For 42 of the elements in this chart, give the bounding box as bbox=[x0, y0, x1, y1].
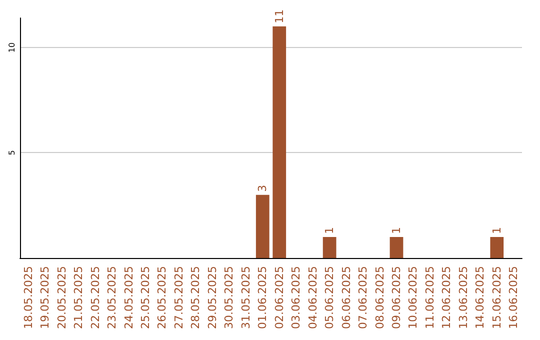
data-label: 1 bbox=[490, 226, 504, 234]
x-tick-label: 19.05.2025 bbox=[38, 266, 52, 330]
x-tick-label: 08.06.2025 bbox=[373, 266, 386, 330]
x-tick-label: 03.06.2025 bbox=[290, 266, 303, 330]
bar bbox=[490, 236, 504, 258]
x-tick-label: 31.05.2025 bbox=[239, 266, 252, 330]
x-tick-label: 04.06.2025 bbox=[306, 266, 320, 330]
x-tick-label: 23.05.2025 bbox=[106, 266, 119, 330]
x-tick-label: 27.05.2025 bbox=[172, 266, 186, 330]
x-tick-label: 07.06.2025 bbox=[356, 266, 370, 330]
x-tick-label: 22.05.2025 bbox=[88, 266, 102, 330]
x-tick-label: 15.06.2025 bbox=[490, 266, 504, 330]
x-tick-label: 25.05.2025 bbox=[139, 266, 152, 330]
x-tick-label: 11.06.2025 bbox=[423, 266, 436, 330]
bar bbox=[256, 194, 270, 258]
x-tick-label: 06.06.2025 bbox=[340, 266, 353, 330]
x-tick-label: 24.05.2025 bbox=[122, 266, 136, 330]
x-tick-label: 01.06.2025 bbox=[256, 266, 270, 330]
data-label: 11 bbox=[272, 9, 286, 24]
bar bbox=[322, 236, 336, 258]
x-tick-label: 10.06.2025 bbox=[406, 266, 420, 330]
x-tick-label: 26.05.2025 bbox=[156, 266, 169, 330]
x-tick-label: 14.06.2025 bbox=[474, 266, 487, 330]
x-tick-label: 12.06.2025 bbox=[440, 266, 454, 330]
y-tick-label: 5 bbox=[8, 150, 16, 156]
data-label: 1 bbox=[323, 226, 336, 234]
bar bbox=[272, 26, 286, 258]
x-tick-label: 09.06.2025 bbox=[390, 266, 403, 330]
x-tick-label: 18.05.2025 bbox=[22, 266, 35, 330]
x-tick-label: 16.06.2025 bbox=[507, 266, 520, 330]
data-label: 3 bbox=[256, 184, 270, 192]
bar bbox=[390, 236, 404, 258]
x-tick-label: 02.06.2025 bbox=[272, 266, 286, 330]
x-tick-label: 13.06.2025 bbox=[456, 266, 470, 330]
x-tick-label: 28.05.2025 bbox=[189, 266, 202, 330]
x-tick-label: 05.06.2025 bbox=[323, 266, 336, 330]
x-tick-label: 21.05.2025 bbox=[72, 266, 86, 330]
x-tick-label: 29.05.2025 bbox=[206, 266, 219, 330]
data-label: 1 bbox=[390, 226, 403, 234]
x-tick-label: 20.05.2025 bbox=[55, 266, 68, 330]
y-tick-label: 10 bbox=[8, 42, 16, 53]
x-tick-label: 30.05.2025 bbox=[222, 266, 236, 330]
